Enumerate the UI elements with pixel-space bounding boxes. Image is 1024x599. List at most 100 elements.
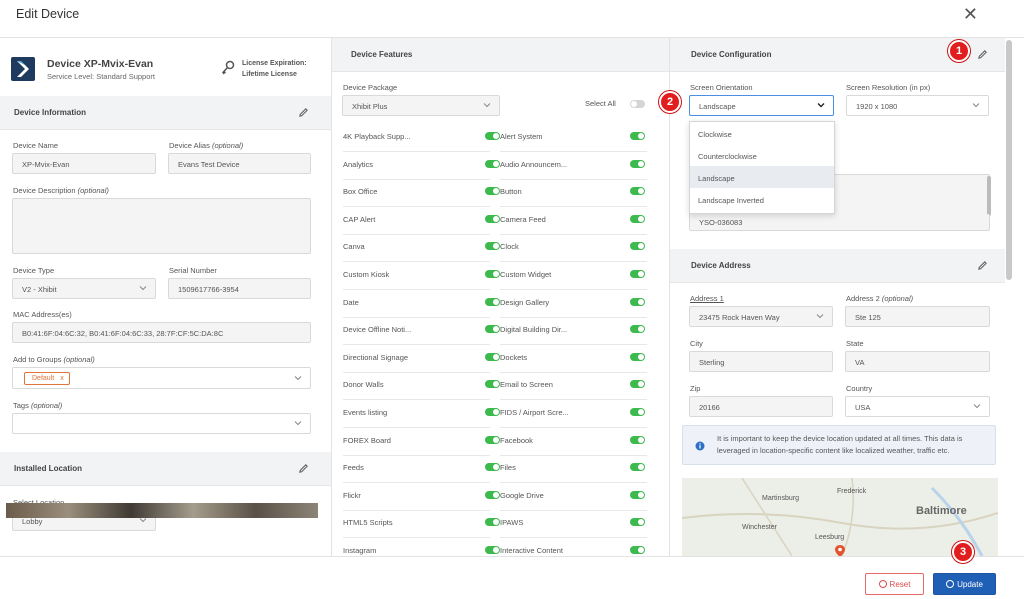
feature-toggle[interactable] bbox=[630, 490, 645, 499]
step-badge-1: 1 bbox=[948, 40, 970, 62]
device-alias-field[interactable]: Evans Test Device bbox=[168, 153, 311, 174]
feature-toggle[interactable] bbox=[630, 242, 645, 251]
country-select[interactable]: USA bbox=[845, 396, 990, 417]
chevron-down-icon bbox=[139, 286, 147, 291]
city-field[interactable]: Sterling bbox=[689, 351, 833, 372]
groups-label-text: Add to Groups bbox=[13, 355, 62, 364]
edit-pencil-icon[interactable] bbox=[298, 463, 309, 474]
groups-select[interactable] bbox=[12, 367, 311, 389]
key-icon bbox=[221, 60, 235, 76]
feature-row: Button bbox=[500, 179, 647, 208]
feature-toggle[interactable] bbox=[630, 325, 645, 334]
map-label-baltimore: Baltimore bbox=[916, 505, 967, 517]
feature-toggle[interactable] bbox=[485, 159, 500, 168]
feature-toggle[interactable] bbox=[630, 297, 645, 306]
select-all-toggle[interactable] bbox=[630, 100, 645, 108]
feature-toggle[interactable] bbox=[630, 187, 645, 196]
state-field[interactable]: VA bbox=[845, 351, 990, 372]
device-name-label: Device Name bbox=[13, 141, 59, 150]
update-label: Update bbox=[957, 580, 983, 589]
feature-toggle[interactable] bbox=[630, 159, 645, 168]
orientation-option-counterclockwise[interactable]: Counterclockwise bbox=[698, 152, 757, 161]
remove-tag-icon[interactable]: x bbox=[60, 375, 64, 382]
reset-button[interactable]: Reset bbox=[865, 573, 924, 595]
feature-toggle[interactable] bbox=[485, 187, 500, 196]
feature-toggle[interactable] bbox=[485, 214, 500, 223]
feature-toggle[interactable] bbox=[485, 325, 500, 334]
orientation-option-landscape-inverted[interactable]: Landscape Inverted bbox=[698, 196, 764, 205]
feature-name: Device Offline Noti... bbox=[343, 325, 412, 335]
feature-toggle[interactable] bbox=[485, 408, 500, 416]
feature-row: IPAWS bbox=[500, 510, 647, 539]
feature-toggle[interactable] bbox=[485, 490, 500, 499]
feature-toggle[interactable] bbox=[485, 132, 500, 140]
screen-resolution-select[interactable]: 1920 x 1080 bbox=[846, 95, 989, 116]
feature-toggle[interactable] bbox=[630, 546, 645, 554]
textarea-scrollbar[interactable] bbox=[987, 176, 991, 216]
optional-text: (optional) bbox=[211, 141, 244, 150]
tags-select[interactable] bbox=[12, 413, 311, 434]
feature-toggle[interactable] bbox=[485, 242, 500, 251]
device-name-heading: Device XP-Mvix-Evan bbox=[47, 58, 154, 70]
feature-toggle[interactable] bbox=[485, 435, 500, 444]
feature-row: FIDS / Airport Scre... bbox=[500, 400, 647, 428]
optional-text: (optional) bbox=[30, 401, 63, 410]
optional-text: (optional) bbox=[63, 355, 95, 364]
feature-toggle[interactable] bbox=[485, 352, 500, 361]
screen-orientation-select[interactable]: Landscape bbox=[689, 95, 834, 116]
location-map[interactable]: Frederick Martinsburg Baltimore Winchest… bbox=[682, 478, 998, 556]
zip-field[interactable]: 20166 bbox=[689, 396, 833, 417]
feature-toggle[interactable] bbox=[485, 380, 500, 389]
feature-toggle[interactable] bbox=[630, 352, 645, 361]
group-tag-label: Default bbox=[32, 375, 55, 382]
feature-toggle[interactable] bbox=[485, 546, 500, 554]
edit-pencil-icon[interactable] bbox=[298, 107, 309, 118]
feature-toggle[interactable] bbox=[630, 408, 645, 416]
feature-row: Facebook bbox=[500, 428, 647, 456]
feature-row: Analytics bbox=[343, 152, 500, 180]
dialog-title: Edit Device bbox=[16, 7, 80, 21]
feature-toggle[interactable] bbox=[630, 270, 645, 278]
update-button[interactable]: Update bbox=[933, 573, 996, 595]
feature-toggle[interactable] bbox=[485, 270, 500, 278]
device-description-textarea[interactable] bbox=[12, 198, 311, 254]
close-icon[interactable]: ✕ bbox=[962, 4, 978, 24]
orientation-option-landscape[interactable]: Landscape bbox=[690, 166, 834, 188]
feature-name: Custom Widget bbox=[500, 270, 552, 279]
feature-toggle[interactable] bbox=[630, 132, 645, 140]
device-package-select[interactable]: Xhibit Plus bbox=[342, 95, 500, 116]
right-scrollbar[interactable] bbox=[1006, 40, 1012, 280]
feature-toggle[interactable] bbox=[630, 380, 645, 389]
feature-toggle[interactable] bbox=[630, 518, 645, 527]
feature-name: FOREX Board bbox=[343, 435, 391, 445]
mac-address-field[interactable]: B0:41:6F:04:6C:32, B0:41:6F:04:6C:33, 28… bbox=[12, 322, 311, 343]
edit-pencil-icon[interactable] bbox=[977, 49, 988, 60]
address1-value: 23475 Rock Haven Way bbox=[699, 313, 780, 322]
feature-toggle[interactable] bbox=[630, 214, 645, 223]
device-description-label: Device Description (optional) bbox=[13, 186, 109, 195]
device-logo-icon bbox=[11, 57, 35, 81]
feature-toggle[interactable] bbox=[630, 435, 645, 444]
location-photo bbox=[6, 503, 318, 518]
section-title: Device Configuration bbox=[691, 50, 772, 59]
feature-toggle[interactable] bbox=[485, 297, 500, 306]
groups-label: Add to Groups (optional) bbox=[13, 355, 95, 364]
section-title: Installed Location bbox=[14, 464, 83, 473]
orientation-option-clockwise[interactable]: Clockwise bbox=[698, 130, 732, 139]
edit-pencil-icon[interactable] bbox=[977, 260, 988, 271]
feature-toggle[interactable] bbox=[485, 518, 500, 527]
device-type-select[interactable]: V2 - Xhibit bbox=[12, 278, 156, 299]
device-name-field[interactable]: XP-Mvix-Evan bbox=[12, 153, 156, 174]
address1-select[interactable]: 23475 Rock Haven Way bbox=[689, 306, 833, 327]
chevron-down-icon bbox=[139, 518, 147, 523]
feature-row: Instagram bbox=[343, 538, 500, 556]
serial-number-field[interactable]: 1509617766-3954 bbox=[168, 278, 311, 299]
feature-toggle[interactable] bbox=[485, 463, 500, 472]
map-label-winchester: Winchester bbox=[742, 524, 778, 531]
address2-field[interactable]: Ste 125 bbox=[845, 306, 990, 327]
config-partial-field[interactable]: YSO-036083 bbox=[689, 214, 990, 231]
feature-row: Canva bbox=[343, 234, 500, 263]
feature-name: Dockets bbox=[500, 352, 528, 362]
map-label-leesburg: Leesburg bbox=[815, 534, 845, 541]
feature-toggle[interactable] bbox=[630, 463, 645, 472]
